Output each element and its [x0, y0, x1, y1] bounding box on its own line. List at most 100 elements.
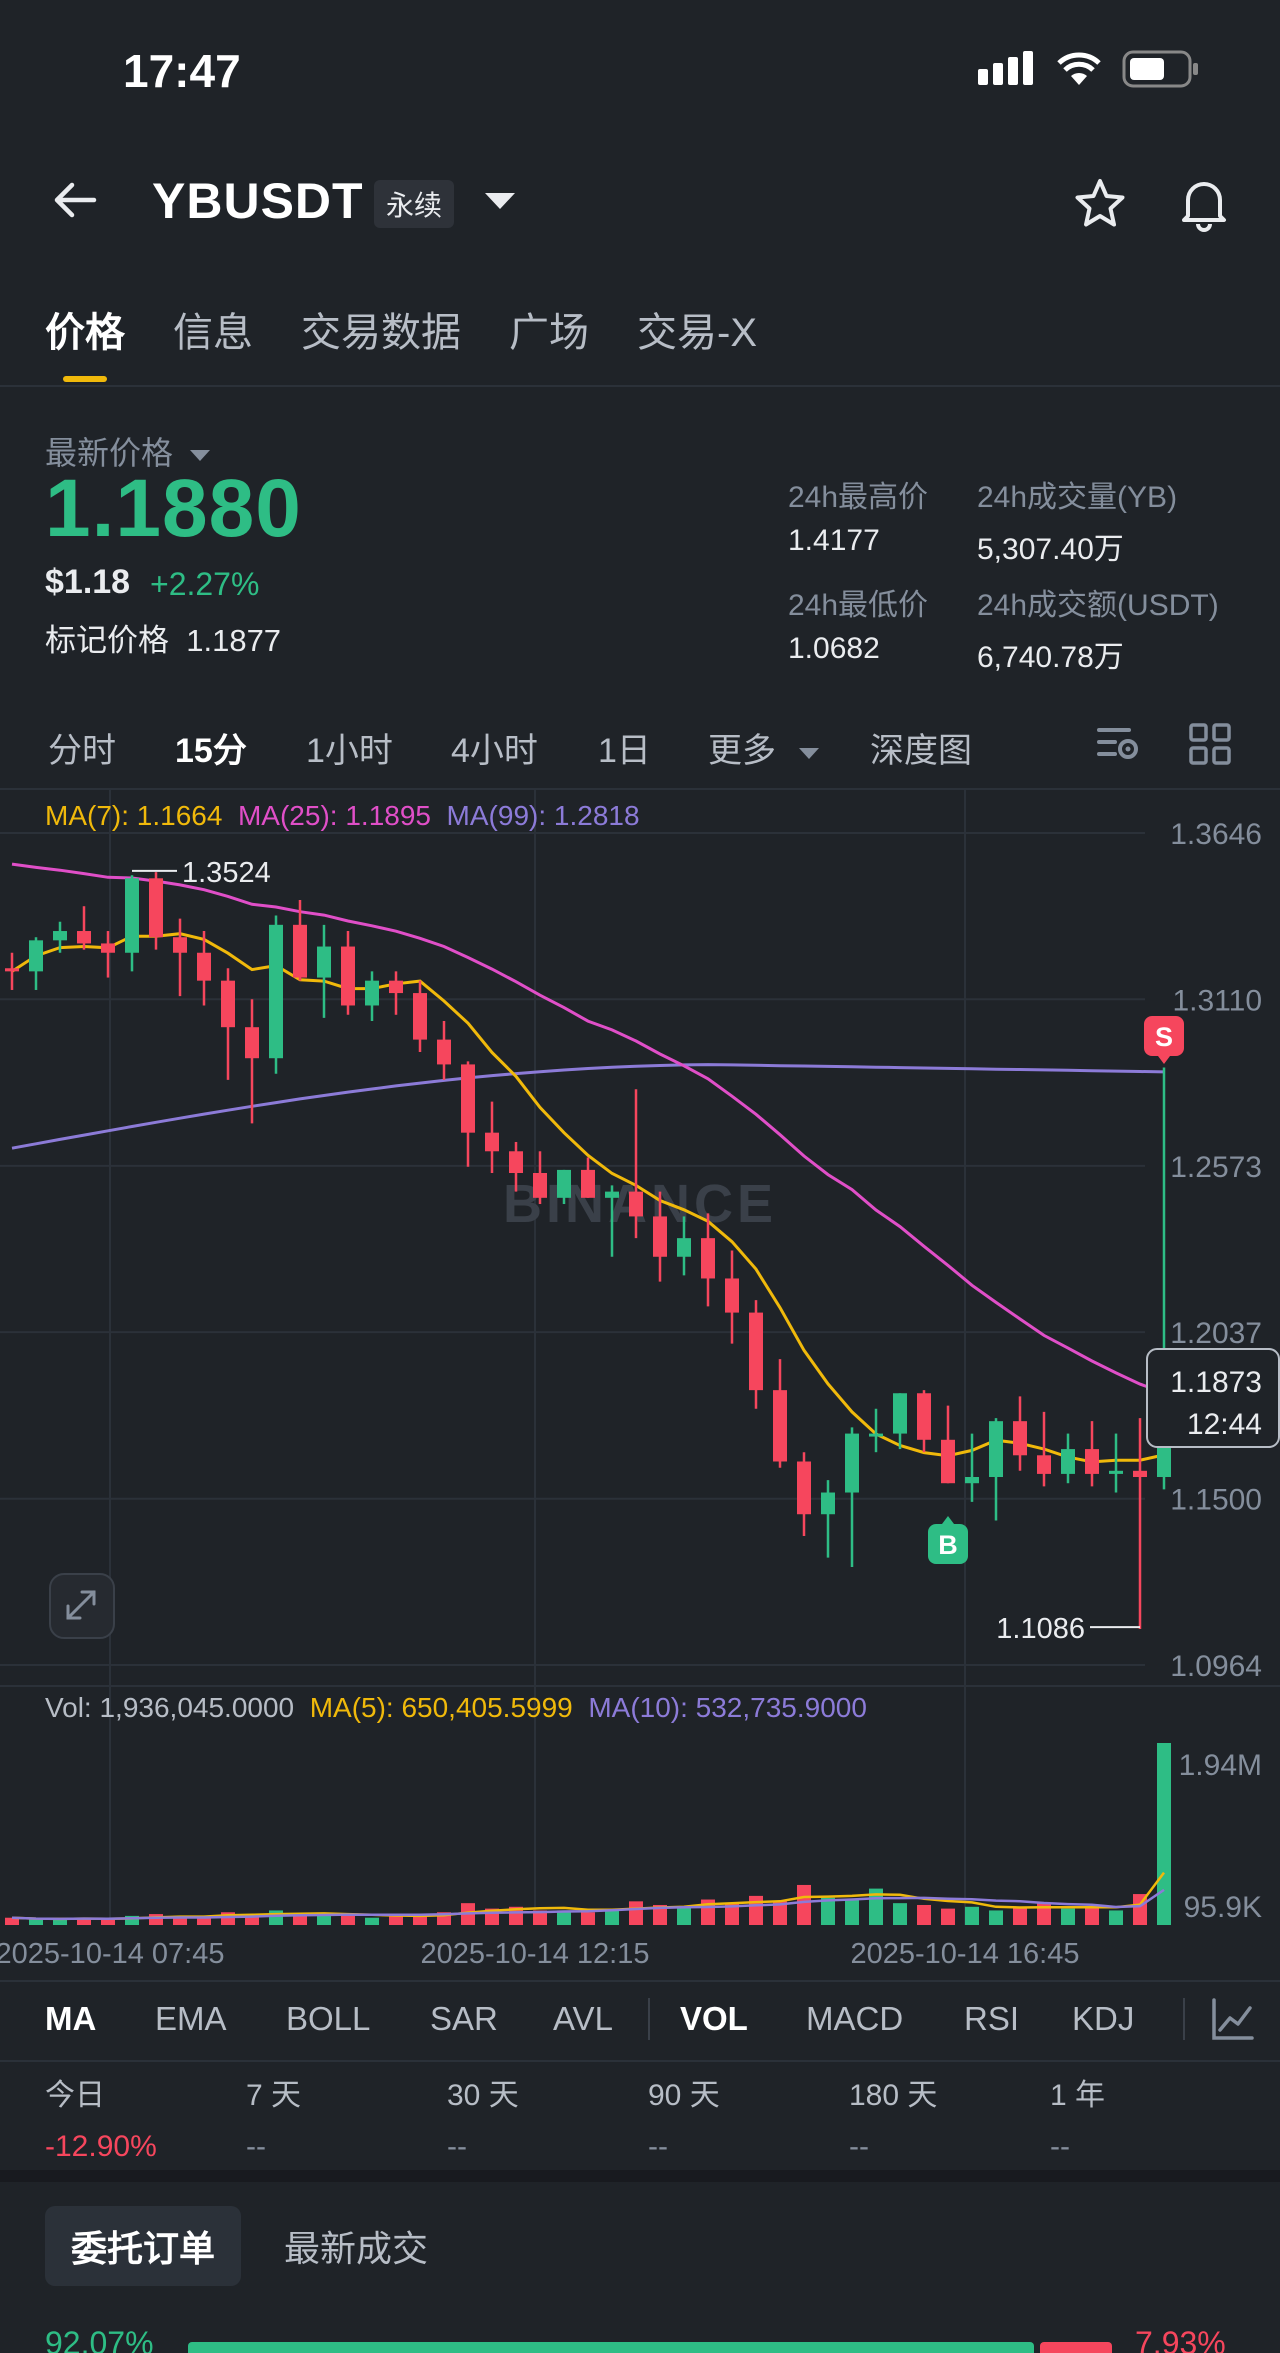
candle-body — [1085, 1449, 1099, 1474]
high-marker-label: 1.3524 — [182, 857, 271, 889]
candle-body — [461, 1064, 475, 1133]
candle-body — [101, 943, 115, 953]
timeframe-divider — [0, 788, 1280, 790]
volume-bar — [101, 1919, 115, 1925]
ma99-line — [11, 1063, 1165, 1150]
tf-time[interactable]: 分时 — [48, 732, 116, 770]
volume-bars — [5, 1743, 1171, 1925]
tf-4h[interactable]: 4小时 — [451, 732, 538, 770]
tab-orders[interactable]: 委托订单 — [45, 2206, 242, 2286]
volume-axis-label: 95.9K — [1184, 1891, 1262, 1924]
candle-body — [77, 931, 91, 944]
perf-30d: 30 天 -- — [447, 2079, 519, 2163]
candle-body — [653, 1216, 667, 1257]
ma25-line — [11, 862, 1165, 1395]
volume-bar — [1157, 1743, 1171, 1925]
volume-bar — [581, 1912, 595, 1925]
tf-15m[interactable]: 15分 — [175, 732, 247, 770]
ind-sar[interactable]: SAR — [430, 2000, 498, 2037]
tf-more[interactable]: 更多 — [708, 723, 820, 772]
ma7-legend: MA(7): 1.1664 — [45, 800, 223, 831]
symbol-dropdown-icon[interactable] — [485, 193, 515, 209]
bell-icon[interactable] — [1176, 174, 1232, 232]
chart-grid — [0, 790, 1280, 1925]
candle-body — [941, 1439, 955, 1484]
candle-body — [149, 878, 163, 938]
vol-ma5: MA(5): 650,405.5999 — [309, 1692, 573, 1723]
tab-price[interactable]: 价格 — [45, 300, 125, 382]
chart-settings-icon[interactable] — [1095, 722, 1141, 766]
ind-boll[interactable]: BOLL — [286, 2000, 371, 2037]
countdown-label: 12:44 — [1187, 1408, 1262, 1441]
vol-value: Vol: 1,936,045.0000 — [45, 1692, 295, 1723]
price-axis: 1.3646 1.3110 1.2573 1.2037 1.1500 1.0964 1.94… — [0, 818, 1262, 1970]
candle-body — [989, 1421, 1003, 1478]
ind-ema[interactable]: EMA — [155, 2000, 227, 2037]
candle-body — [173, 937, 187, 953]
symbol-title[interactable]: YBUSDT — [152, 173, 364, 229]
sell-ratio-fill — [1040, 2342, 1112, 2353]
perf-today: 今日 -12.90% — [45, 2079, 157, 2163]
perf-1y: 1 年 -- — [1050, 2079, 1106, 2163]
candles — [5, 872, 1171, 1630]
indicator-settings-icon[interactable] — [1210, 1996, 1256, 2042]
ind-macd[interactable]: MACD — [806, 2000, 904, 2037]
tab-trade-x[interactable]: 交易-X — [637, 311, 757, 355]
tab-trading-data[interactable]: 交易数据 — [301, 311, 461, 355]
candle-body — [917, 1393, 931, 1440]
volume-ma10-line — [11, 1888, 1165, 1921]
candle-body — [677, 1238, 691, 1257]
volume-bar — [989, 1910, 1003, 1925]
ind-avl[interactable]: AVL — [553, 2000, 613, 2037]
volume-bar — [5, 1917, 19, 1925]
volume-bar — [77, 1917, 91, 1925]
candle-body — [797, 1461, 811, 1515]
volume-bar — [293, 1914, 307, 1925]
candle-body — [533, 1172, 547, 1198]
volume-bar — [1085, 1906, 1099, 1925]
grid-layout-icon[interactable] — [1188, 722, 1232, 766]
ind-rsi[interactable]: RSI — [964, 2000, 1020, 2037]
fullscreen-icon[interactable] — [48, 1572, 116, 1640]
candle-body — [365, 980, 379, 1006]
candle-body — [845, 1433, 859, 1493]
volume-bar — [749, 1895, 763, 1925]
stat-24h-volume: 24h成交量(YB) 5,307.40万 — [977, 481, 1178, 566]
ind-vol[interactable]: VOL — [680, 2000, 748, 2037]
candle-body — [293, 924, 307, 978]
volume-bar — [53, 1919, 67, 1925]
price-usd: $1.18 — [45, 563, 131, 601]
sell-ratio: 7.93% — [1135, 2325, 1226, 2353]
ma99-legend: MA(99): 1.2818 — [446, 800, 640, 831]
candle-body — [125, 878, 139, 953]
price-axis-label: 1.3646 — [1170, 818, 1262, 851]
tf-1d[interactable]: 1日 — [598, 732, 651, 770]
tf-1h[interactable]: 1小时 — [306, 732, 393, 770]
ind-kdj[interactable]: KDJ — [1072, 2000, 1135, 2037]
signal-icon — [978, 51, 1033, 85]
tab-latest-trades[interactable]: 最新成交 — [284, 2228, 429, 2269]
volume-bar — [653, 1904, 667, 1925]
stat-24h-turnover: 24h成交额(USDT) 6,740.78万 — [977, 589, 1219, 674]
volume-bar — [341, 1915, 355, 1925]
volume-bar — [149, 1914, 163, 1925]
ma25-legend: MA(25): 1.1895 — [237, 800, 431, 831]
tab-info[interactable]: 信息 — [173, 311, 253, 355]
candle-body — [413, 993, 427, 1040]
price-axis-label: 1.2037 — [1170, 1317, 1262, 1350]
candle-body — [1109, 1470, 1123, 1474]
tf-depth[interactable]: 深度图 — [870, 732, 972, 770]
back-arrow-icon[interactable] — [50, 175, 100, 225]
ind-ma[interactable]: MA — [45, 2000, 97, 2037]
volume-bar — [629, 1901, 643, 1925]
candle-body — [725, 1278, 739, 1313]
star-icon[interactable] — [1072, 176, 1128, 232]
last-price-label[interactable]: 最新价格 — [45, 428, 210, 474]
candle-body — [485, 1132, 499, 1152]
candle-body — [701, 1238, 715, 1279]
main-tabs: 价格 信息 交易数据 广场 交易-X — [45, 300, 757, 382]
tab-square[interactable]: 广场 — [509, 311, 589, 355]
perf-7d: 7 天 -- — [246, 2079, 302, 2163]
perf-90d: 90 天 -- — [648, 2079, 720, 2163]
